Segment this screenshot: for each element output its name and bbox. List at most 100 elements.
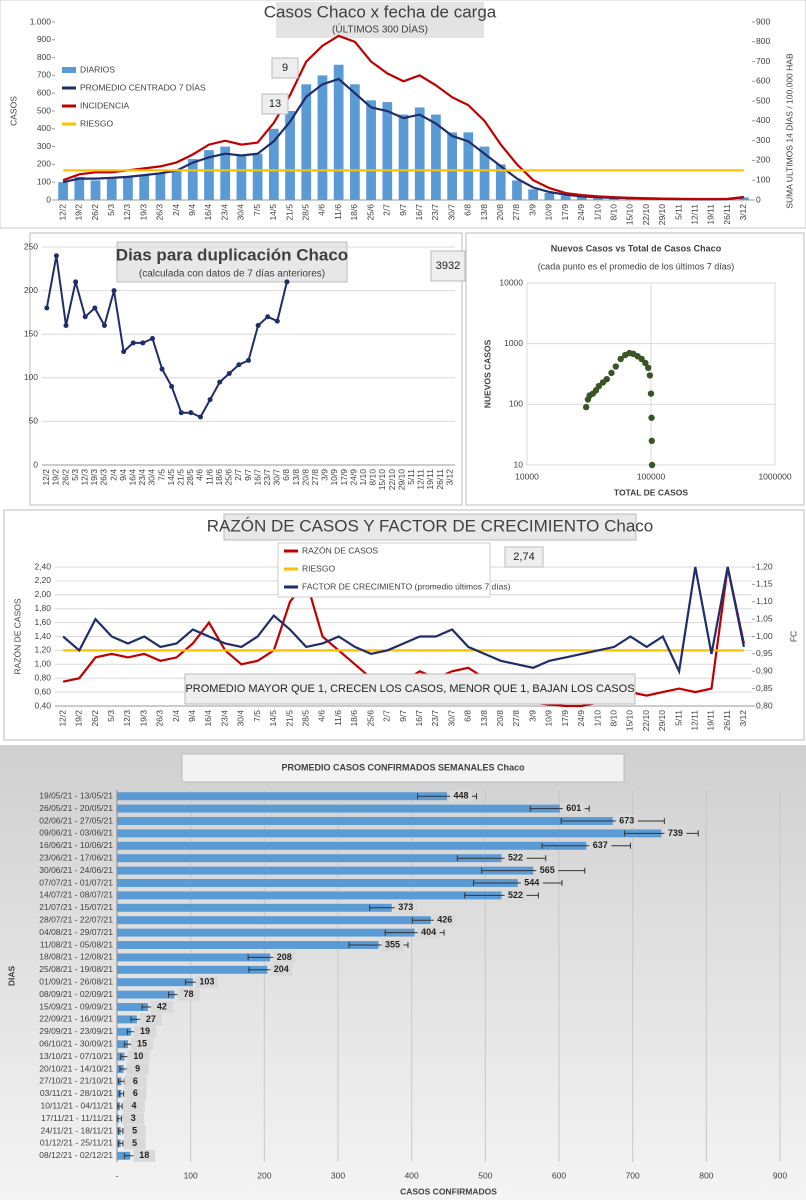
x-tick-label: 15/10 — [625, 710, 635, 732]
error-bar — [117, 1140, 124, 1147]
x-tick-label: 25/6 — [224, 469, 234, 486]
value-label-box — [273, 951, 296, 964]
x-tick-label: 22/10 — [387, 469, 397, 491]
x-tick-label: 13/8 — [479, 204, 489, 221]
bar — [117, 978, 193, 987]
annotation: PROMEDIO MAYOR QUE 1, CRECEN LOS CASOS, … — [185, 683, 634, 695]
y-tick-label: 100 — [756, 174, 770, 184]
value-label: 3 — [131, 1113, 136, 1123]
x-tick-label: 23/4 — [137, 469, 147, 486]
point — [207, 397, 213, 403]
y-tick-label: 01/09/21 - 26/08/21 — [39, 976, 113, 986]
y-tick-label: 150 — [24, 328, 38, 338]
point — [73, 279, 79, 285]
x-tick-label: 10/9 — [329, 469, 339, 486]
x-tick-label: 11/6 — [333, 204, 343, 220]
y-tick-label: 50 — [29, 416, 39, 426]
y-tick-label: 400 — [37, 123, 51, 133]
value-label-box — [536, 864, 559, 877]
x-tick-label: 20/8 — [495, 710, 505, 727]
value-label-box — [124, 1087, 147, 1100]
y-tick-label: 13/10/21 - 07/10/21 — [39, 1051, 113, 1061]
value-label: 6 — [133, 1088, 138, 1098]
x-tick-label: 300 — [331, 1170, 345, 1180]
x-tick-label: 2/4 — [171, 710, 181, 722]
x-tick-label: 3/9 — [320, 469, 330, 481]
x-tick-label: 18/6 — [349, 204, 359, 221]
bar — [593, 197, 603, 200]
x-tick-label: 26/3 — [155, 710, 165, 727]
x-tick-label: 800 — [699, 1170, 713, 1180]
x-tick-label: 26/3 — [99, 469, 109, 486]
chart-subtitle: (cada punto es el promedio de los último… — [538, 261, 735, 271]
x-tick-label: 12/3 — [122, 710, 132, 727]
x-tick-label: 9/4 — [187, 204, 197, 216]
x-tick-label: 5/3 — [70, 469, 80, 481]
point — [197, 414, 203, 420]
value-label: 204 — [274, 964, 289, 974]
x-tick-label: 19/3 — [138, 710, 148, 727]
x-tick-label: 11/6 — [204, 469, 214, 485]
x-tick-label: 6/8 — [281, 469, 291, 481]
title-box — [223, 513, 637, 541]
x-tick-label: 29/10 — [657, 710, 667, 732]
point — [255, 322, 261, 328]
value-label: 522 — [508, 890, 523, 900]
x-tick-label: 4/6 — [195, 469, 205, 481]
y-tick-label: 300 — [756, 135, 770, 145]
value-label: 404 — [421, 927, 436, 937]
x-tick-label: 7/5 — [156, 469, 166, 481]
bar — [560, 195, 571, 200]
value-label-box — [195, 976, 218, 989]
x-tick-label: 25/6 — [365, 710, 375, 727]
bar — [117, 941, 379, 949]
y-tick-label: 1000 — [504, 338, 523, 348]
bar — [117, 817, 613, 825]
chart-title: PROMEDIO CASOS CONFIRMADOS SEMANALES Cha… — [281, 762, 525, 772]
value-label: 426 — [437, 915, 452, 925]
bar — [333, 64, 344, 200]
y-tick-label: 1,00 — [34, 659, 51, 669]
x-tick-label: 27/8 — [511, 710, 521, 727]
x-tick-label: 19/2 — [74, 204, 84, 221]
x-tick-label: 5/3 — [106, 710, 116, 722]
x-tick-label: 13/8 — [291, 469, 301, 486]
value-label: 27 — [146, 1014, 156, 1024]
y-tick-label: 1,05 — [756, 613, 773, 623]
bar — [117, 1040, 129, 1049]
bar — [117, 879, 518, 887]
series-line — [62, 34, 745, 201]
bar — [155, 173, 166, 200]
bar — [117, 990, 175, 999]
bar — [117, 1015, 137, 1024]
x-tick-label: 23/7 — [430, 710, 440, 727]
bar — [117, 1151, 131, 1160]
y-tick-label: 22/09/21 - 16/09/21 — [39, 1014, 113, 1024]
y-tick-label: 1,80 — [34, 603, 51, 613]
y-tick-label: 19/05/21 - 13/05/21 — [39, 790, 113, 800]
bar — [117, 891, 502, 900]
y-tick-label: 30/06/21 - 24/06/21 — [39, 865, 113, 875]
x-tick-label: 17/9 — [560, 710, 570, 727]
y-tick-label: 1,15 — [756, 579, 773, 589]
axis-label: NUEVOS CASOS — [482, 339, 492, 408]
bar — [398, 114, 409, 200]
y-tick-label: 26/05/21 - 20/05/21 — [39, 803, 113, 813]
bar — [382, 102, 393, 200]
series-line — [62, 566, 745, 676]
x-tick-label: 600 — [552, 1170, 566, 1180]
value-label: 18 — [139, 1150, 149, 1160]
error-bar — [117, 1078, 125, 1085]
y-tick-label: 1,40 — [34, 631, 51, 641]
value-label: 522 — [508, 853, 523, 863]
error-bar — [117, 1103, 123, 1110]
x-tick-label: 2/7 — [233, 469, 243, 481]
title-box — [181, 753, 625, 783]
x-tick-label: 5/11 — [406, 469, 416, 485]
bar — [117, 804, 560, 813]
bar — [117, 792, 448, 801]
bar — [739, 197, 749, 200]
x-tick-label: 26/11 — [435, 469, 445, 490]
y-tick-label: 0 — [33, 459, 38, 469]
y-tick-label: 10/11/21 - 04/11/21 — [41, 1100, 114, 1110]
